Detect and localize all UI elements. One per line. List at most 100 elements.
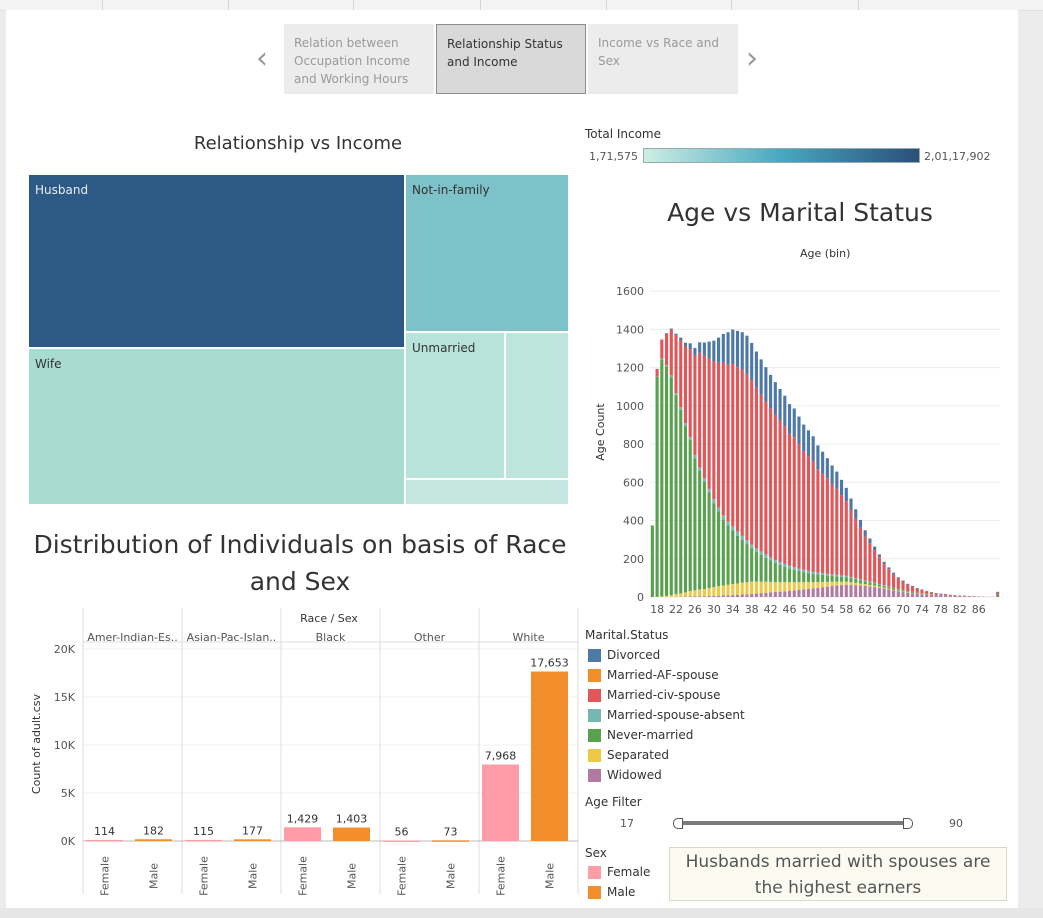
age-bar-segment[interactable]	[778, 582, 782, 592]
age-bar-segment[interactable]	[783, 395, 787, 427]
age-bar-segment[interactable]	[674, 593, 678, 597]
age-bar-segment[interactable]	[787, 404, 792, 434]
age-bar-segment[interactable]	[764, 557, 768, 582]
age-bar-segment[interactable]	[821, 575, 825, 582]
age-bar-segment[interactable]	[702, 596, 706, 597]
age-bar-segment[interactable]	[877, 554, 881, 558]
age-bar-segment[interactable]	[679, 409, 683, 594]
age-bar-segment[interactable]	[873, 587, 877, 597]
age-bar-segment[interactable]	[892, 574, 896, 588]
sex-legend-item-label[interactable]: Female	[607, 865, 651, 879]
age-bar-segment[interactable]	[953, 595, 957, 596]
age-bar-segment[interactable]	[830, 575, 834, 582]
age-bar-segment[interactable]	[934, 595, 938, 597]
age-bar-segment[interactable]	[811, 436, 815, 462]
age-bar-segment[interactable]	[669, 328, 673, 330]
age-bar-segment[interactable]	[835, 576, 839, 582]
age-bar-segment[interactable]	[764, 367, 768, 402]
age-bar-segment[interactable]	[712, 340, 716, 362]
story-point-relationship-income[interactable]: Relationship Status and Income	[436, 24, 586, 94]
race-bar[interactable]	[185, 839, 222, 842]
marital-legend-item-label[interactable]: Widowed	[607, 768, 662, 782]
age-bar-segment[interactable]	[858, 580, 863, 584]
age-bar-segment[interactable]	[887, 567, 891, 570]
age-bar-segment[interactable]	[712, 503, 716, 588]
age-bar-segment[interactable]	[858, 519, 863, 528]
age-bar-segment[interactable]	[892, 572, 896, 575]
age-bar-segment[interactable]	[759, 551, 763, 555]
age-bar-segment[interactable]	[896, 591, 900, 597]
age-bar-segment[interactable]	[745, 582, 749, 595]
age-bar-segment[interactable]	[806, 430, 811, 457]
age-bar-segment[interactable]	[754, 548, 758, 553]
age-bar-segment[interactable]	[717, 337, 721, 363]
age-bar-segment[interactable]	[769, 374, 773, 409]
age-bar-segment[interactable]	[929, 592, 933, 595]
age-bar-segment[interactable]	[958, 596, 962, 597]
age-bar-segment[interactable]	[830, 574, 834, 576]
age-bar-segment[interactable]	[773, 559, 777, 563]
age-bar-segment[interactable]	[825, 575, 829, 582]
age-bar-segment[interactable]	[683, 426, 688, 593]
age-bar-segment[interactable]	[726, 521, 730, 526]
age-bar-segment[interactable]	[806, 588, 811, 597]
age-bar-segment[interactable]	[816, 469, 820, 573]
age-bar-segment[interactable]	[920, 593, 924, 595]
age-bar-segment[interactable]	[901, 591, 905, 593]
age-bar-segment[interactable]	[717, 511, 721, 587]
age-bar-segment[interactable]	[731, 526, 735, 531]
race-bar[interactable]	[86, 839, 123, 842]
treemap-cell-not-in-family[interactable]: Not-in-family	[405, 174, 569, 332]
age-bar-segment[interactable]	[698, 471, 702, 590]
treemap-cell-other-relative[interactable]	[505, 332, 569, 479]
age-bar-segment[interactable]	[773, 382, 777, 415]
age-bar-segment[interactable]	[858, 579, 863, 581]
age-bar-segment[interactable]	[849, 582, 853, 585]
race-bar[interactable]	[234, 839, 271, 841]
age-bar-segment[interactable]	[664, 595, 669, 597]
age-bar-segment[interactable]	[792, 567, 796, 570]
age-bar-segment[interactable]	[707, 492, 711, 589]
age-bar-segment[interactable]	[721, 585, 725, 596]
age-bar-segment[interactable]	[750, 544, 754, 549]
age-bar-segment[interactable]	[939, 595, 943, 597]
age-bar-segment[interactable]	[825, 573, 829, 576]
age-bar-segment[interactable]	[839, 495, 844, 576]
sex-legend-item-label[interactable]: Male	[607, 885, 636, 899]
race-bar[interactable]	[531, 671, 568, 841]
age-bar-segment[interactable]	[797, 568, 801, 571]
marital-legend-item-label[interactable]: Divorced	[607, 648, 661, 662]
race-bar[interactable]	[432, 840, 469, 842]
marital-legend-item-label[interactable]: Separated	[607, 748, 669, 762]
age-bar-segment[interactable]	[683, 346, 688, 424]
age-bar-segment[interactable]	[863, 584, 867, 586]
age-bar-segment[interactable]	[750, 581, 754, 594]
age-bar-segment[interactable]	[806, 582, 811, 589]
age-bar-segment[interactable]	[825, 581, 829, 587]
age-bar-segment[interactable]	[769, 408, 773, 558]
age-bar-segment[interactable]	[769, 560, 773, 582]
age-bar-segment[interactable]	[892, 588, 896, 590]
age-bar-segment[interactable]	[660, 358, 664, 360]
age-bar-segment[interactable]	[655, 376, 659, 597]
age-bar-segment[interactable]	[821, 473, 825, 574]
age-bar-segment[interactable]	[939, 593, 943, 595]
age-bar-segment[interactable]	[735, 367, 740, 532]
age-bar-segment[interactable]	[783, 582, 787, 592]
age-bar-segment[interactable]	[835, 471, 839, 489]
treemap-cell-wife[interactable]: Wife	[28, 348, 405, 505]
age-bar-segment[interactable]	[839, 576, 844, 582]
marital-legend-item-label[interactable]: Married-civ-spouse	[607, 688, 721, 702]
age-bar-segment[interactable]	[892, 590, 896, 597]
age-bar-segment[interactable]	[712, 595, 716, 597]
age-bar-segment[interactable]	[863, 580, 867, 582]
age-bar-segment[interactable]	[915, 593, 919, 597]
age-bar-segment[interactable]	[849, 510, 853, 577]
age-bar-segment[interactable]	[754, 351, 758, 388]
age-bar-segment[interactable]	[877, 584, 881, 585]
race-bar[interactable]	[482, 764, 519, 841]
age-bar-segment[interactable]	[669, 375, 673, 378]
age-bar-segment[interactable]	[669, 329, 673, 376]
age-bar-segment[interactable]	[688, 440, 692, 592]
age-bar-segment[interactable]	[664, 365, 669, 367]
